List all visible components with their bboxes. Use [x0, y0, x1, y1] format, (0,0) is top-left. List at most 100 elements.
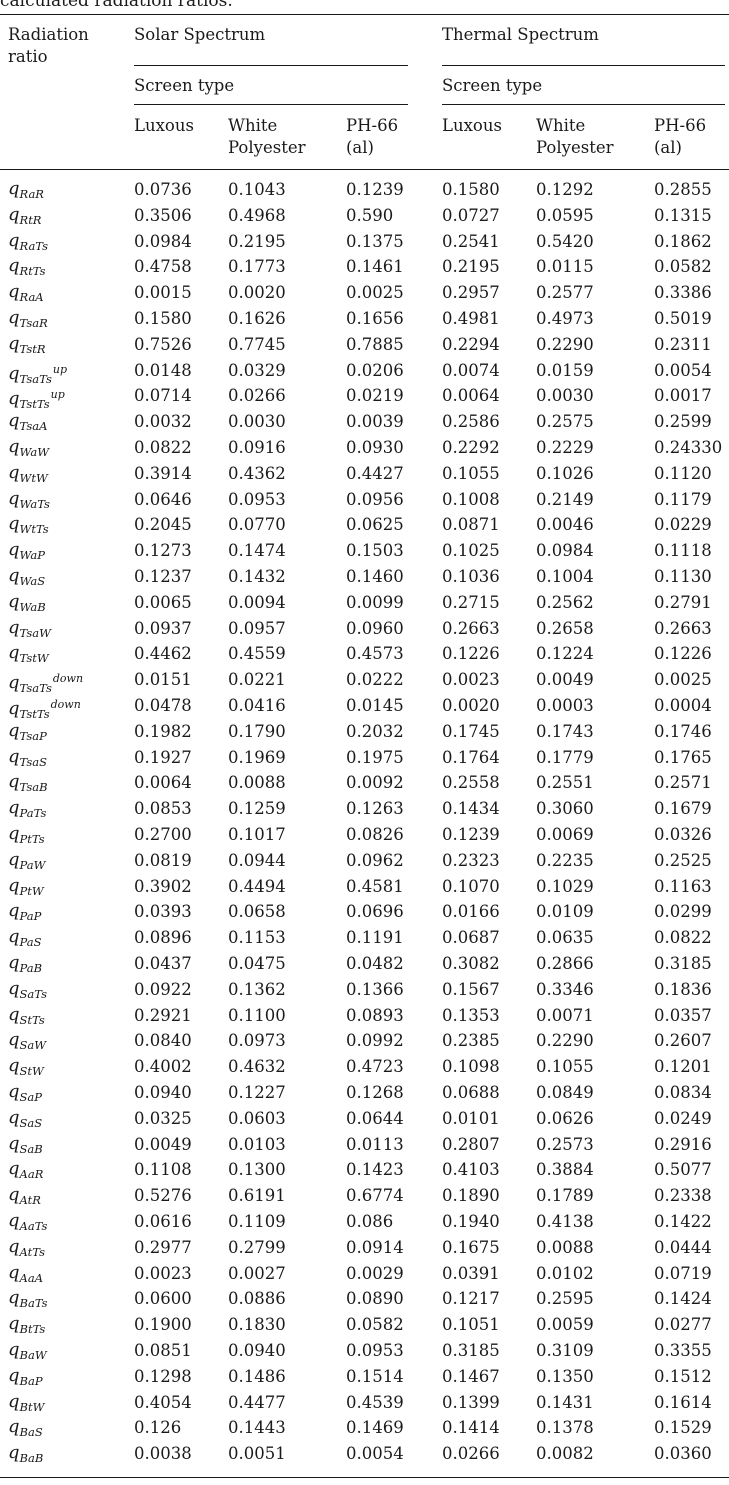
table-cell: 0.0151 — [134, 670, 192, 690]
ratio-symbol: q — [8, 436, 20, 457]
table-cell: 0.0102 — [536, 1263, 594, 1283]
table-cell: 0.1656 — [346, 309, 404, 328]
table-cell: 0.0329 — [228, 360, 286, 380]
ratio-subscript: BaTs — [19, 1296, 48, 1311]
table-cell: 0.1191 — [346, 928, 404, 948]
ratio-label: qWaB — [8, 591, 46, 618]
ratio-label: qSaP — [8, 1081, 42, 1108]
table-cell: 0.1130 — [654, 567, 712, 586]
table-cell: 0.3355 — [654, 1341, 712, 1360]
ratio-symbol: q — [8, 1235, 20, 1257]
ratio-symbol: q — [8, 281, 20, 303]
table-cell: 0.0687 — [442, 928, 500, 948]
table-cell: 0.2855 — [654, 180, 712, 199]
table-caption: calculated radiation ratios. — [0, 0, 233, 11]
table-cell: 0.1743 — [536, 721, 594, 741]
ratio-subscript: BtW — [19, 1399, 45, 1414]
ratio-symbol: q — [8, 952, 20, 973]
table-cell: 0.1512 — [654, 1366, 712, 1386]
ratio-subscript: TstTs — [19, 397, 50, 412]
table-cell: 0.0088 — [536, 1237, 594, 1257]
ratio-subscript: PaP — [19, 909, 42, 924]
table-cell: 0.5077 — [654, 1160, 712, 1180]
ratio-symbol: q — [8, 203, 20, 225]
table-cell: 0.0049 — [536, 670, 594, 690]
table-cell: 0.0603 — [228, 1108, 286, 1128]
table-cell: 0.0027 — [228, 1263, 286, 1283]
solar-group-rule — [134, 65, 408, 66]
table-cell: 0.0206 — [346, 360, 404, 380]
ratio-subscript: TstR — [19, 341, 46, 356]
table-row: qTstTsup 0.0714 0.0266 0.0219 0.0064 0.0030 0.… — [0, 384, 729, 412]
ratio-subscript: AaR — [19, 1167, 44, 1182]
ratio-label: qSaS — [8, 1107, 42, 1134]
table-cell: 0.1432 — [228, 567, 286, 586]
table-cell: 0.0299 — [654, 902, 712, 922]
table-cell: 0.0029 — [346, 1263, 404, 1283]
ratio-subscript: BaW — [19, 1348, 47, 1362]
table-row: qBaTs 0.0600 0.0886 0.0890 0.1217 0.2595 0.142… — [0, 1287, 729, 1313]
table-cell: 0.0930 — [346, 438, 404, 457]
ratio-subscript: AaA — [19, 1270, 43, 1285]
table-cell: 0.1580 — [442, 180, 500, 199]
ratio-symbol: q — [8, 1055, 20, 1077]
table-row: qPaS 0.0896 0.1153 0.1191 0.0687 0.0635 0.0822 — [0, 926, 729, 952]
table-cell: 0.0871 — [442, 515, 500, 535]
table-cell: 0.1790 — [228, 721, 286, 741]
table-cell: 0.0069 — [536, 825, 594, 844]
table-cell: 0.4138 — [536, 1212, 594, 1231]
ratio-label: qAaTs — [8, 1210, 47, 1237]
ratio-label: qSaB — [8, 1133, 43, 1160]
table-cell: 0.0658 — [228, 902, 286, 922]
table-cell: 0.0101 — [442, 1108, 500, 1128]
table-cell: 0.2032 — [346, 721, 404, 741]
table-cell: 0.3506 — [134, 205, 192, 225]
ratio-label: qAaR — [8, 1158, 43, 1185]
column-header-line1: PH-66 — [654, 116, 707, 135]
table-cell: 0.1017 — [228, 825, 286, 844]
table-cell: 0.2977 — [134, 1237, 192, 1257]
ratio-symbol: q — [8, 900, 20, 922]
table-cell: 0.1900 — [134, 1315, 192, 1335]
table-cell: 0.0890 — [346, 1289, 404, 1309]
table-cell: 0.1300 — [228, 1160, 286, 1180]
table-cell: 0.0893 — [346, 1005, 404, 1025]
table-cell: 0.0032 — [134, 412, 192, 432]
ratio-symbol: q — [8, 565, 20, 586]
table-cell: 0.2558 — [442, 773, 500, 793]
table-cell: 0.0822 — [134, 438, 192, 457]
header-radiation-ratio-line2: ratio — [8, 47, 48, 66]
table-cell: 0.2866 — [536, 954, 594, 973]
table-cell: 0.1239 — [442, 825, 500, 844]
thermal-group-rule — [442, 65, 725, 66]
table-cell: 0.1399 — [442, 1392, 500, 1412]
column-header-line2: Polyester — [228, 138, 306, 157]
ratio-subscript: RtR — [19, 212, 42, 227]
ratio-symbol: q — [8, 410, 20, 432]
table-cell: 0.1263 — [346, 799, 404, 819]
table-cell: 0.0059 — [536, 1315, 594, 1335]
table-row: qPaTs 0.0853 0.1259 0.1263 0.1434 0.3060 0.167… — [0, 797, 729, 823]
table-cell: 0.1746 — [654, 721, 712, 741]
table-cell: 0.0109 — [536, 902, 594, 922]
table-cell: 0.7526 — [134, 334, 192, 354]
table-cell: 0.0916 — [228, 438, 286, 457]
table-cell: 0.4973 — [536, 309, 594, 328]
ratio-label: qPaW — [8, 849, 45, 876]
ratio-subscript: SaW — [19, 1038, 47, 1053]
ratio-label: qTsaW — [8, 617, 51, 644]
table-cell: 0.1836 — [654, 979, 712, 999]
table-cell: 0.2229 — [536, 438, 594, 457]
ratio-label: qWaTs — [8, 488, 50, 515]
table-cell: 0.1055 — [536, 1057, 594, 1077]
table-cell: 0.0357 — [654, 1005, 712, 1025]
table-row: qBaB 0.0038 0.0051 0.0054 0.0266 0.0082 0.0360 — [0, 1442, 729, 1468]
column-header: PH-66 (al) — [346, 115, 398, 159]
ratio-symbol: q — [8, 388, 20, 410]
ratio-subscript: SaTs — [19, 986, 48, 1001]
table-cell: 0.2799 — [228, 1237, 286, 1257]
table-cell: 0.0222 — [346, 670, 404, 690]
ratio-symbol: q — [8, 719, 20, 741]
table-cell: 0.3060 — [536, 799, 594, 819]
ratio-subscript: AaTs — [19, 1219, 48, 1233]
